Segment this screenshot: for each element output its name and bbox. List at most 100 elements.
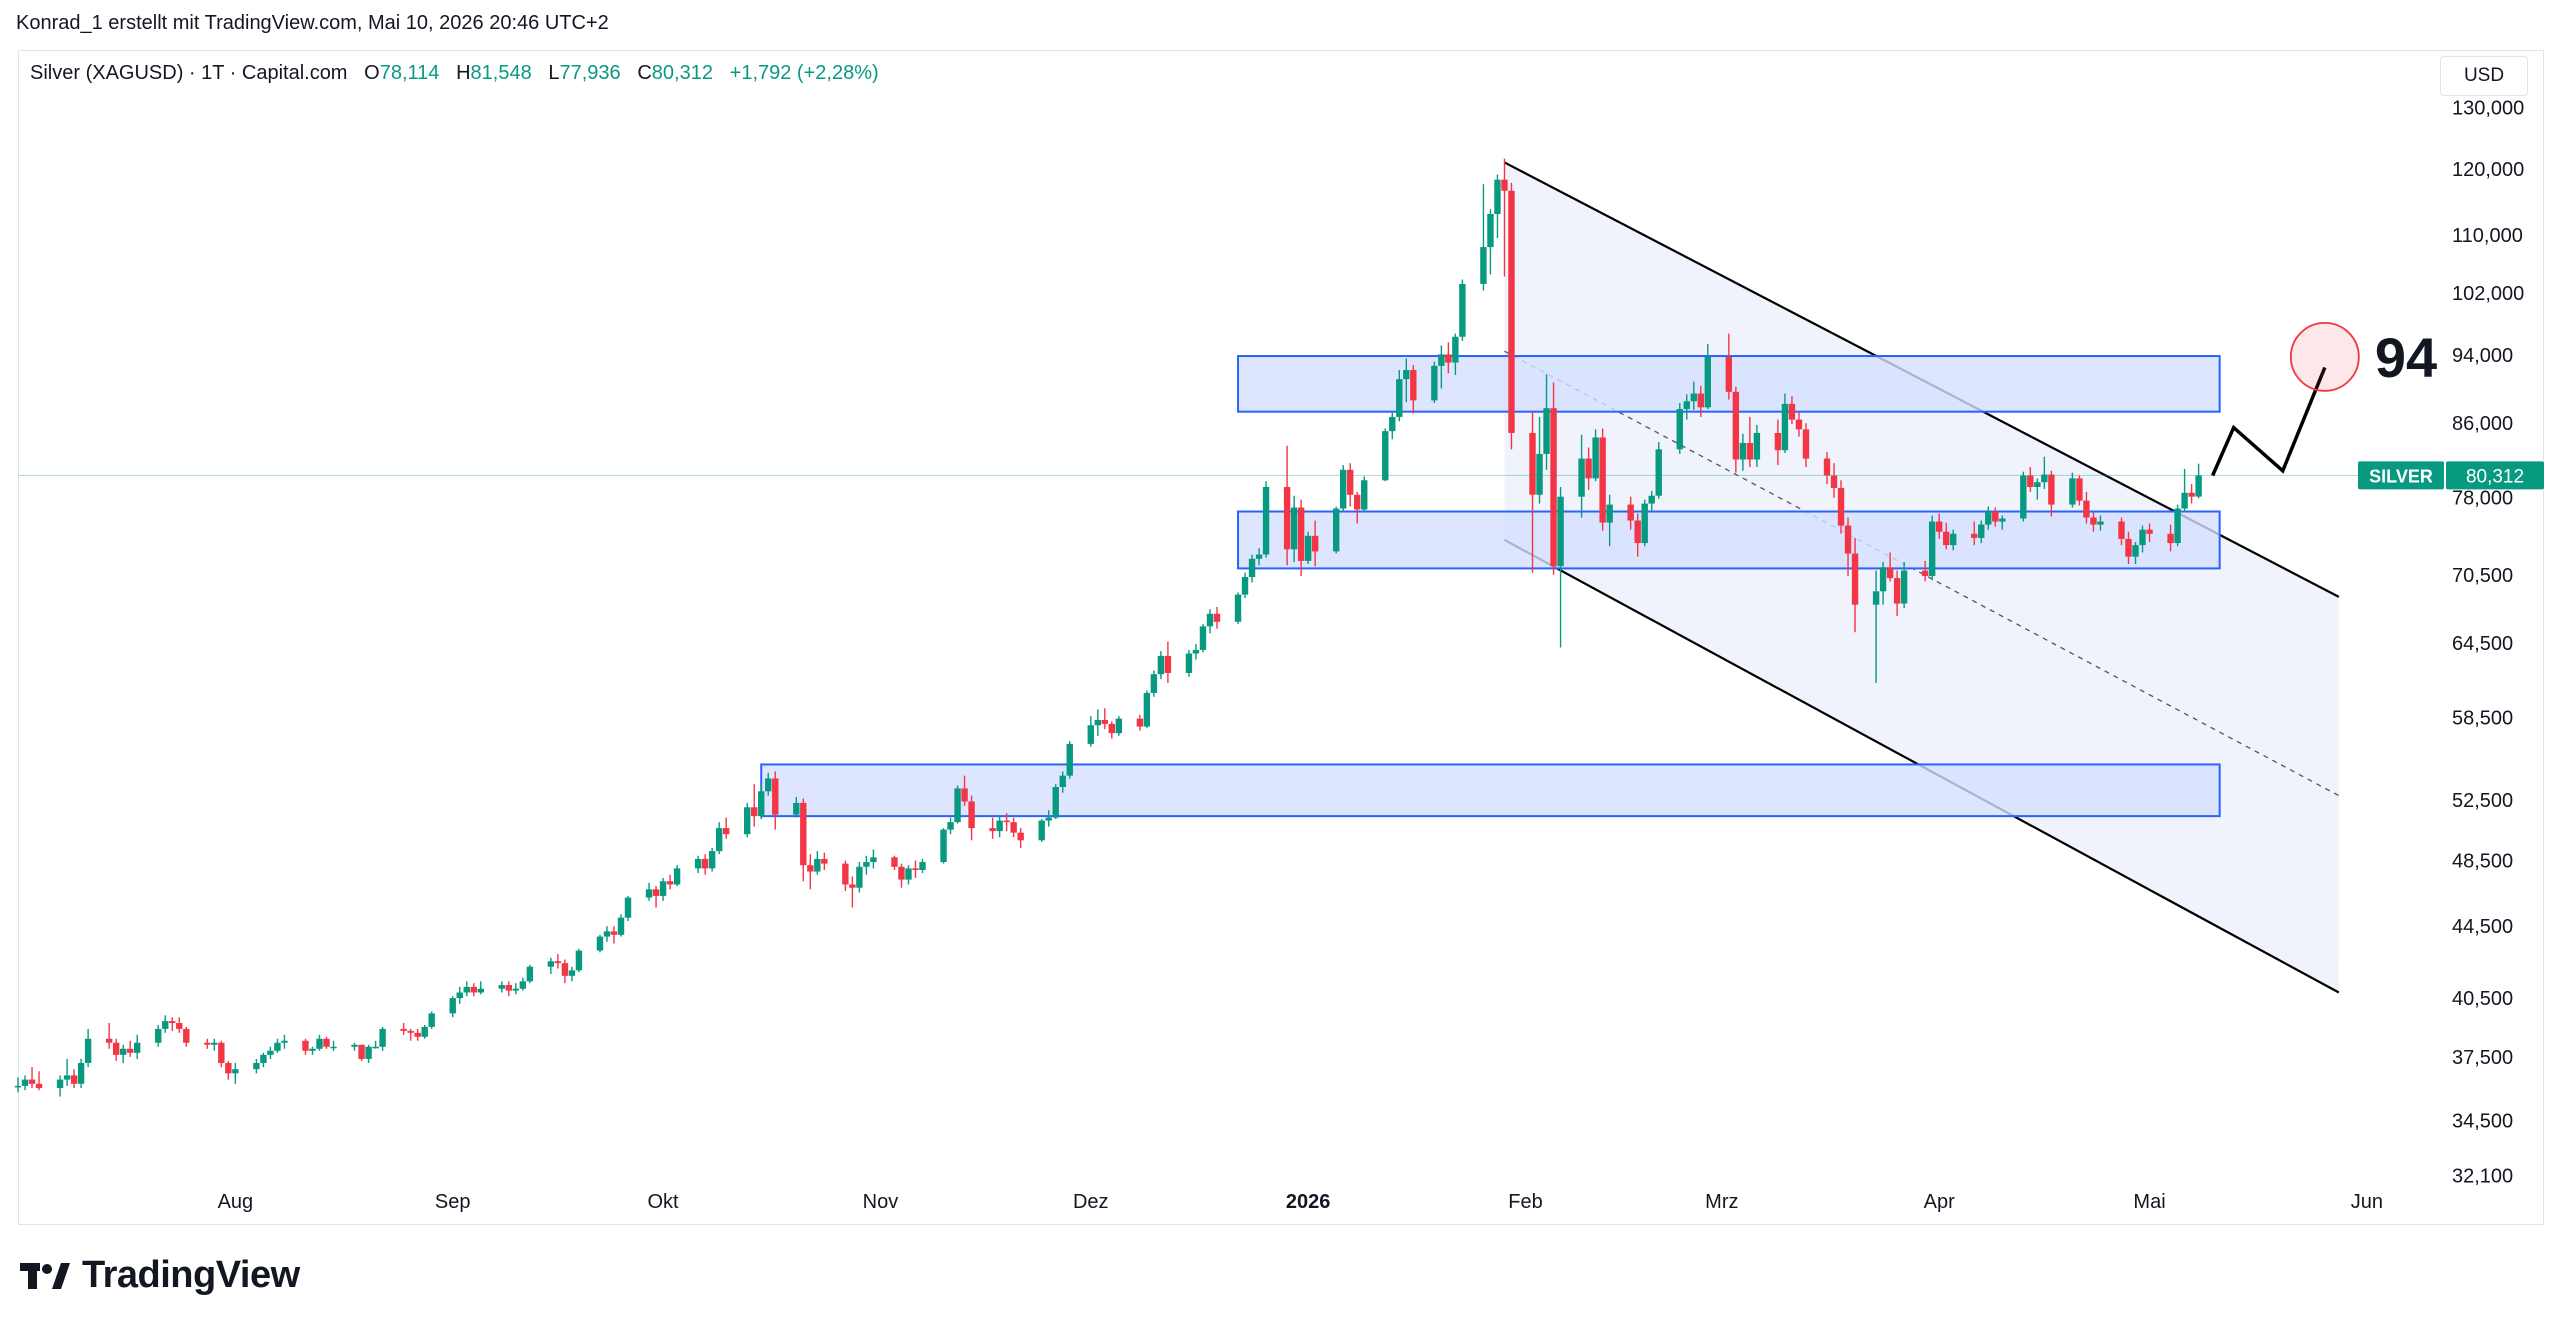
currency-button[interactable]: USD [2440,56,2528,96]
candle [77,1058,85,1089]
candle [260,1052,267,1068]
candle [905,865,912,885]
candle-body [1248,558,1256,578]
legend-symbol[interactable]: Silver (XAGUSD) · 1T · Capital.com [30,62,348,84]
candle-body [708,851,716,869]
candle-body [2167,533,2174,544]
candle-body [2139,529,2146,546]
candle [1802,423,1810,467]
candle [2041,456,2048,489]
candle [302,1038,309,1055]
candle [1347,463,1354,507]
candle-body [1487,213,1494,248]
candle-body [1311,535,1319,552]
support-zone-3 [760,763,2221,818]
candle [1950,529,1957,551]
candle [1290,495,1298,562]
candle-body [1823,458,1831,476]
candle-body [905,868,912,880]
candle [1262,481,1270,558]
candle-body [1297,507,1305,561]
candle-body [968,801,975,829]
candle-body [77,1063,85,1084]
candle [912,860,919,878]
candle-body [1578,458,1585,497]
candle-body [821,858,828,864]
candle-body [2132,545,2139,557]
candle-body [1893,578,1901,604]
candle-body [1739,442,1747,460]
candle-body [940,829,947,863]
price-tag-value-box [2446,461,2544,490]
candle-body [1480,247,1487,284]
tradingview-footer[interactable]: TradingView [20,1254,300,1297]
candle-body [21,1079,29,1086]
candle-body [2048,474,2055,505]
candle [1283,445,1291,566]
target-marker [2289,321,2360,392]
candle [526,964,534,984]
candle [1185,649,1193,677]
legend-low: 77,936 [559,62,621,84]
candle [1445,342,1452,374]
candle [1017,828,1024,848]
y-tick-label: 58,500 [2452,707,2513,729]
candle-body [800,802,807,866]
candle-body [1045,817,1052,821]
candle-body [302,1040,309,1051]
candle [1052,784,1059,820]
candle [2167,524,2174,552]
candle-body [1199,626,1207,650]
candle-body [1150,674,1158,693]
overlay-layer: 94 [18,321,2444,477]
candle-body [2069,478,2076,505]
candle-body [1935,521,1943,532]
candle-body [169,1021,176,1024]
candle [821,852,828,870]
candle-body [2181,492,2188,509]
candle [2195,463,2202,499]
candle [1304,531,1312,565]
candle-body [1192,649,1200,654]
candle [1459,279,1466,341]
candle-body [1459,283,1466,337]
chart-frame[interactable] [18,50,2544,1225]
candle [267,1046,274,1059]
candle [940,828,947,864]
candle-body [807,865,814,872]
candle-body [1101,719,1109,724]
candle-body [870,857,877,863]
candle [1045,810,1052,827]
candle-body [218,1042,225,1064]
candle [1297,499,1305,576]
candle-body [1543,408,1550,454]
zone-layer [760,355,2221,818]
candle [330,1040,337,1051]
candle-body [645,889,653,898]
channel-mid-line [1504,350,2340,797]
candle-body [919,862,926,870]
candle [1746,416,1754,467]
candle [849,876,856,908]
candle [1704,343,1712,410]
candle-body [505,985,513,991]
candle-body [1753,432,1761,460]
candle [1942,522,1950,550]
candle-body [2174,508,2181,544]
candle-body [28,1079,36,1084]
candle [1508,182,1515,450]
candle [1480,184,1487,291]
candle [1788,396,1796,425]
candle-body [1410,369,1417,401]
candle-body [912,868,919,870]
candle [1255,548,1263,566]
candle-body [309,1048,316,1051]
candle-body [772,778,779,815]
candle [505,981,513,997]
candle-body [1928,521,1936,576]
candle [323,1036,330,1049]
candle [814,851,821,875]
candle-body [1648,495,1655,504]
candle [1851,537,1859,633]
